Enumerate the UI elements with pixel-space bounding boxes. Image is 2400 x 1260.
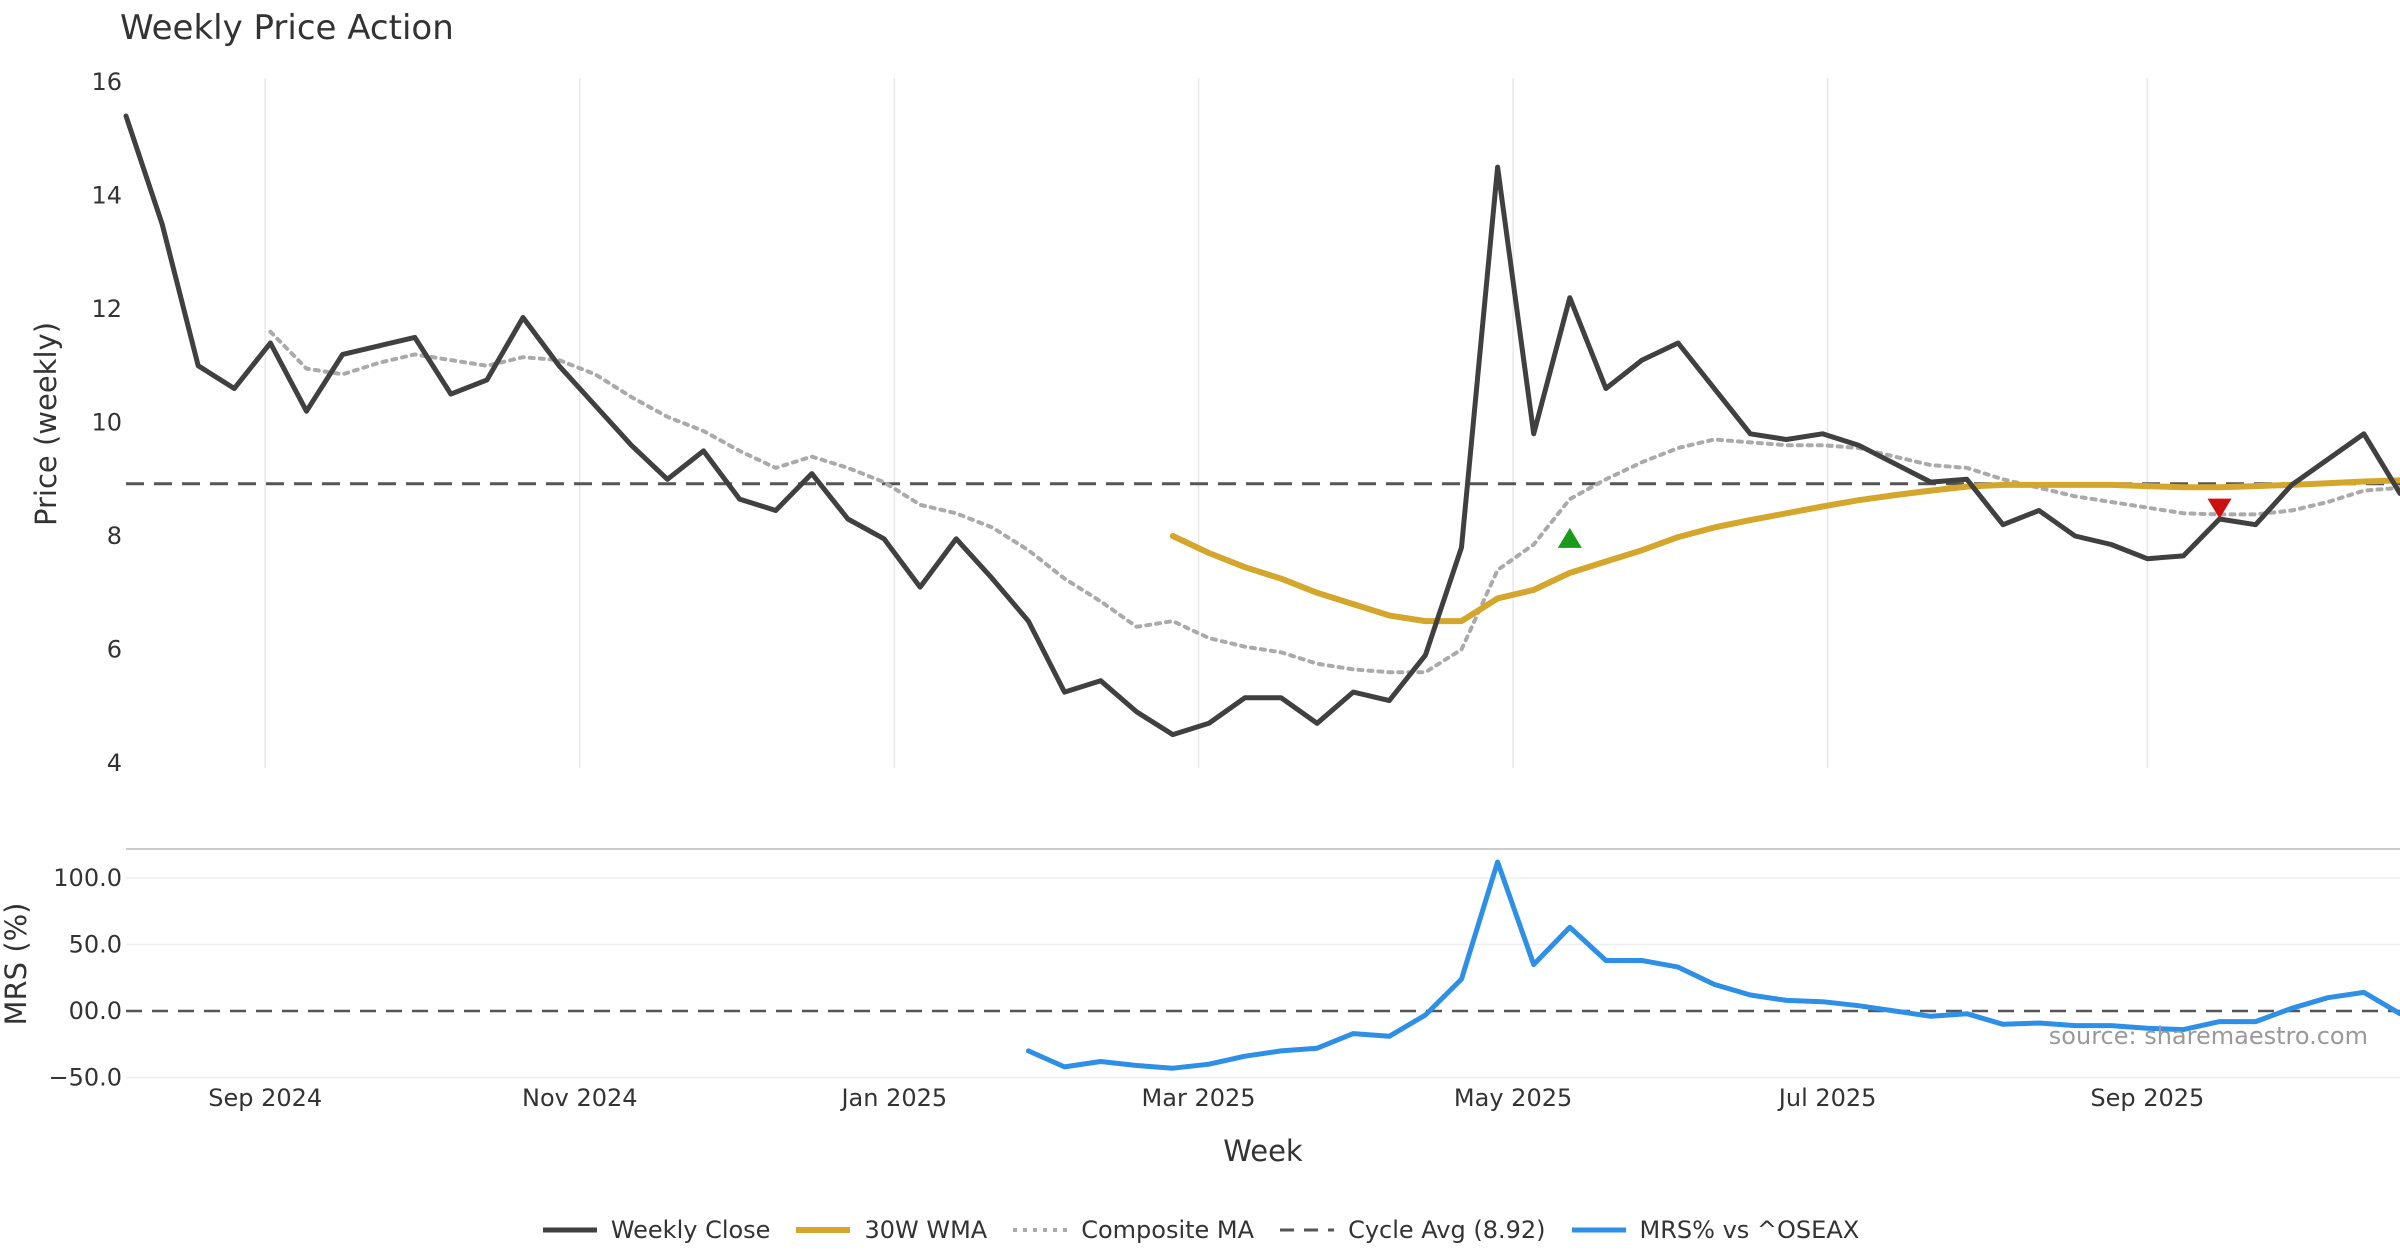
series-mrs-vs-oseax	[1025, 859, 2400, 1071]
mrs-horizontal-grid	[126, 877, 2400, 1079]
legend-swatch	[1571, 1227, 1626, 1233]
legend-item-weekly-close: Weekly Close	[541, 1216, 771, 1244]
buy-signal-marker	[1557, 527, 1582, 548]
legend-label: Cycle Avg (8.92)	[1348, 1216, 1546, 1244]
x-axis-ticks: Sep 2024 Nov 2024 Jan 2025 Mar 2025 May 2025…	[208, 1084, 2204, 1112]
mrs-y-tick-label: 50.0	[69, 931, 122, 959]
series-30w-wma	[1169, 477, 2400, 625]
source-note: source: sharemaestro.com	[2049, 1022, 2368, 1050]
price-series-group	[123, 113, 2400, 738]
legend-swatch	[1013, 1228, 1068, 1232]
price-y-ticks: 4 6 8 10 12 14 16	[91, 68, 122, 777]
x-axis-label: Week	[1223, 1134, 1303, 1168]
price-y-tick-label: 10	[91, 409, 122, 437]
price-y-tick-label: 16	[91, 68, 122, 96]
chart-title: Weekly Price Action	[120, 8, 454, 48]
series-weekly-close	[123, 113, 2400, 738]
x-tick-label: Nov 2024	[522, 1084, 638, 1112]
mrs-y-tick-label: −50.0	[48, 1064, 122, 1092]
price-y-tick-label: 14	[91, 182, 122, 210]
mrs-y-ticks: −50.0 00.0 50.0 100.0	[48, 864, 122, 1092]
mrs-y-axis-label: MRS (%)	[0, 903, 33, 1026]
legend-swatch	[542, 1227, 597, 1233]
legend: Weekly Close 30W WMA Composite MA Cycle Avg…	[0, 1210, 2400, 1250]
legend-label: MRS% vs ^OSEAX	[1639, 1216, 1860, 1244]
mrs-series-group	[1025, 859, 2400, 1071]
x-tick-label: Mar 2025	[1142, 1084, 1256, 1112]
legend-swatch	[796, 1227, 851, 1233]
legend-item-30w-wma: 30W WMA	[794, 1216, 987, 1244]
mrs-y-tick-label: 100.0	[53, 864, 122, 892]
x-tick-label: Jan 2025	[839, 1084, 947, 1112]
signal-markers	[1557, 498, 2232, 548]
legend-item-mrs-vs-oseax: MRS% vs ^OSEAX	[1570, 1216, 1860, 1244]
sell-signal-marker	[2207, 498, 2232, 519]
legend-label: 30W WMA	[864, 1216, 988, 1244]
x-tick-label: Sep 2024	[208, 1084, 322, 1112]
price-y-tick-label: 4	[107, 749, 122, 777]
price-y-tick-label: 8	[107, 522, 122, 550]
price-y-tick-label: 6	[107, 636, 122, 664]
mrs-y-tick-label: 00.0	[69, 997, 122, 1025]
x-tick-label: Sep 2025	[2090, 1084, 2204, 1112]
series-composite-ma	[268, 329, 2400, 675]
price-vertical-grid	[264, 78, 2149, 768]
x-tick-label: Jul 2025	[1777, 1084, 1877, 1112]
price-y-tick-label: 12	[91, 295, 122, 323]
legend-label: Composite MA	[1081, 1216, 1255, 1244]
legend-item-cycle-avg-8-92: Cycle Avg (8.92)	[1278, 1216, 1546, 1244]
legend-label: Weekly Close	[610, 1216, 771, 1244]
legend-item-composite-ma: Composite MA	[1011, 1216, 1254, 1244]
price-y-axis-label: Price (weekly)	[29, 322, 63, 526]
legend-swatch	[1280, 1228, 1335, 1232]
x-tick-label: May 2025	[1454, 1084, 1572, 1112]
